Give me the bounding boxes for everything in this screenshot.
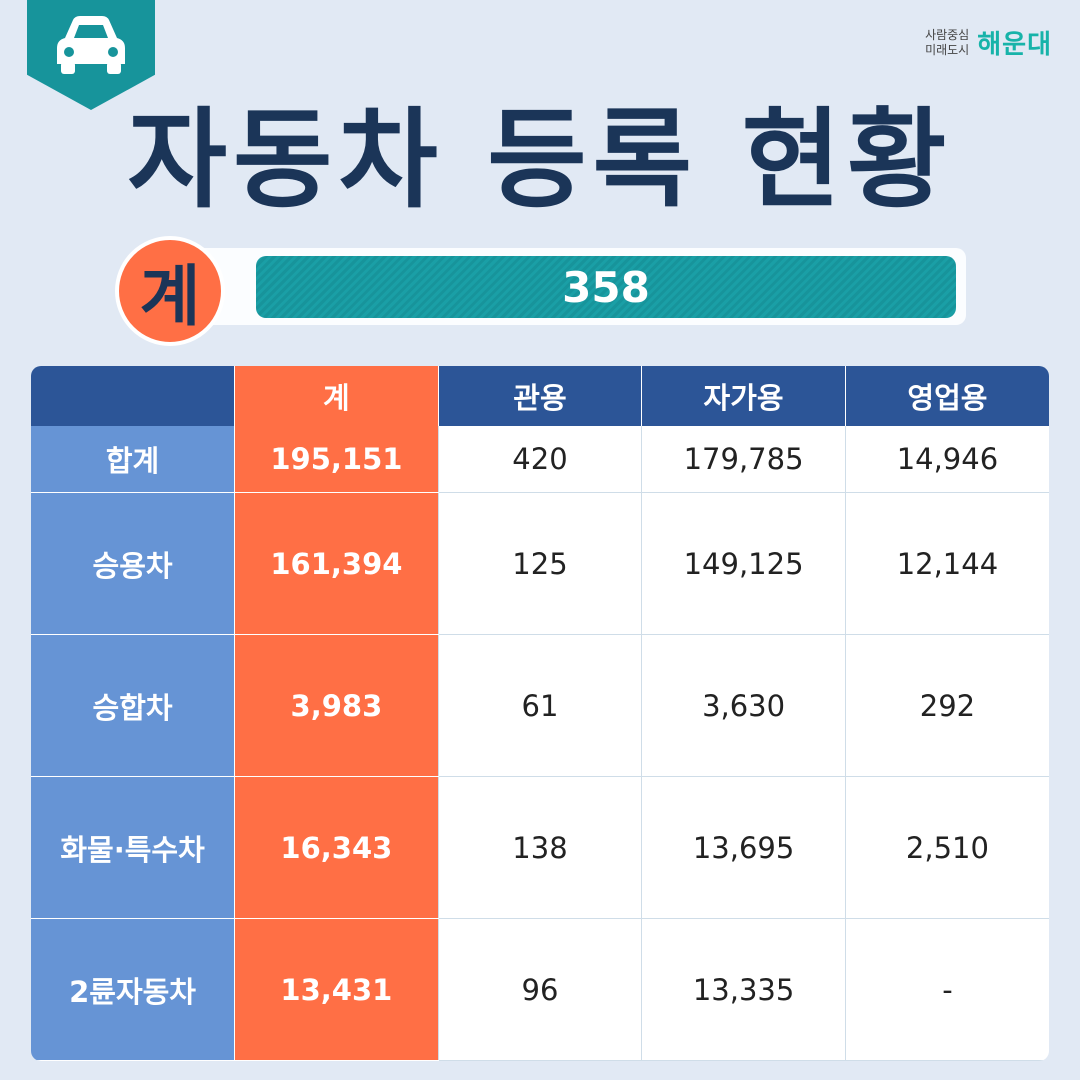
cell-commercial: 12,144: [844, 492, 1049, 635]
row-label: 승합차: [31, 634, 235, 777]
cell-commercial: 2,510: [844, 776, 1049, 919]
cell-private: 149,125: [641, 492, 846, 635]
table-row-sum: 합계 195,151 420 179,785 14,946: [31, 426, 1049, 493]
table-row-motorcycle: 2륜자동차 13,431 96 13,335 -: [31, 918, 1049, 1061]
table-row-truck: 화물·특수차 16,343 138 13,695 2,510: [31, 776, 1049, 919]
haeundae-logo: 사람중심 미래도시 해운대: [925, 24, 1052, 61]
cell-total: 3,983: [234, 634, 439, 777]
cell-commercial: 292: [844, 634, 1049, 777]
cell-official: 61: [437, 634, 642, 777]
cell-private: 3,630: [641, 634, 846, 777]
logo-brand: 해운대: [977, 30, 1052, 60]
cell-total: 161,394: [234, 492, 439, 635]
cell-private: 179,785: [641, 426, 846, 493]
car-icon: [57, 16, 125, 74]
cell-official: 96: [437, 918, 642, 1061]
registration-table: 계 관용 자가용 영업용 합계 195,151 420 179,785 14,9…: [31, 366, 1049, 1061]
col-header-total: 계: [234, 366, 439, 426]
col-header-blank: [31, 366, 235, 426]
logo-slogan: 사람중심 미래도시: [925, 28, 969, 58]
row-label: 승용차: [31, 492, 235, 635]
cell-total: 195,151: [234, 426, 439, 493]
total-value: 358: [562, 262, 650, 312]
table-header-row: 계 관용 자가용 영업용: [31, 366, 1049, 426]
cell-total: 16,343: [234, 776, 439, 919]
total-value-bar: 358: [256, 256, 956, 318]
table-row-van: 승합차 3,983 61 3,630 292: [31, 634, 1049, 777]
cell-private: 13,695: [641, 776, 846, 919]
cell-commercial: -: [844, 918, 1049, 1061]
cell-official: 125: [437, 492, 642, 635]
row-label: 합계: [31, 426, 235, 493]
cell-official: 420: [437, 426, 642, 493]
row-label: 화물·특수차: [31, 776, 235, 919]
cell-commercial: 14,946: [844, 426, 1049, 493]
total-label-circle: 계: [115, 236, 225, 346]
page-title: 자동차 등록 현황: [127, 98, 953, 223]
cell-official: 138: [437, 776, 642, 919]
col-header-official: 관용: [437, 366, 642, 426]
col-header-commercial: 영업용: [844, 366, 1049, 426]
logo-slogan-line1: 사람중심: [925, 27, 970, 42]
cell-total: 13,431: [234, 918, 439, 1061]
category-badge: [27, 0, 155, 110]
total-label: 계: [139, 258, 201, 335]
cell-private: 13,335: [641, 918, 846, 1061]
table-row-passenger: 승용차 161,394 125 149,125 12,144: [31, 492, 1049, 635]
row-label: 2륜자동차: [31, 918, 235, 1061]
col-header-private: 자가용: [641, 366, 846, 426]
logo-slogan-line2: 미래도시: [925, 42, 970, 57]
